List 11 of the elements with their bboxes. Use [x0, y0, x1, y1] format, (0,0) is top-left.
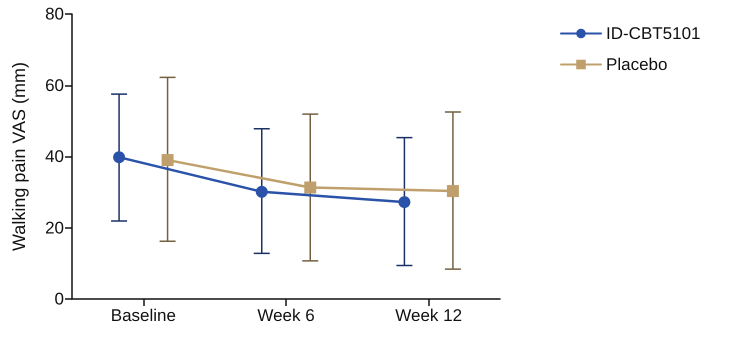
x-tick-label: Week 12 — [395, 306, 462, 325]
legend-label: Placebo — [606, 55, 668, 74]
legend-label: ID-CBT5101 — [606, 24, 700, 43]
x-tick-label: Week 6 — [257, 306, 315, 325]
y-axis-title: Walking pain VAS (mm) — [9, 62, 29, 252]
y-tick-label: 60 — [45, 76, 64, 95]
y-tick-label: 80 — [45, 4, 64, 24]
y-tick-label: 40 — [45, 147, 64, 166]
y-tick-label: 20 — [45, 218, 64, 238]
x-tick-label: Baseline — [110, 306, 176, 325]
y-tick-label: 0 — [54, 290, 64, 308]
